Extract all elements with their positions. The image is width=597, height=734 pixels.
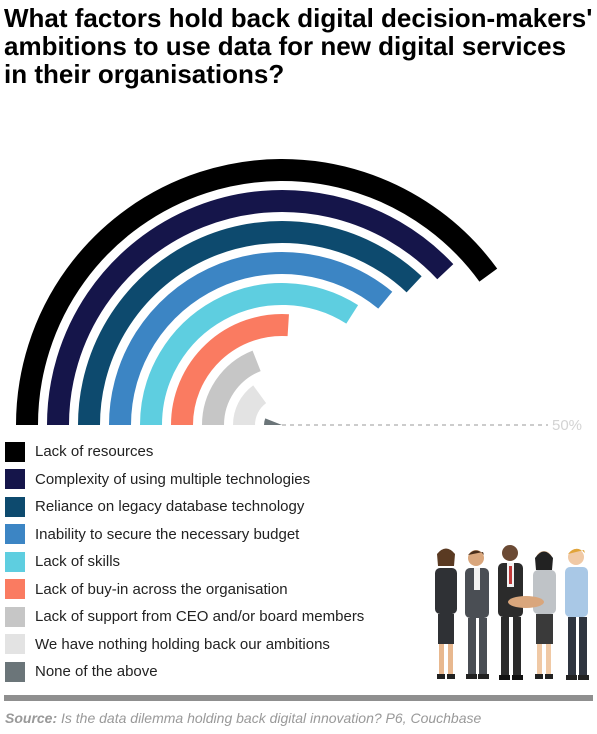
legend-label: Lack of skills: [35, 553, 121, 571]
legend-swatch: [5, 441, 25, 462]
legend-label: Lack of support from CEO and/or board me…: [35, 608, 365, 626]
legend-item: Lack of skills: [5, 548, 425, 576]
arc-lack-of-buy-in-across-the-organisation: [171, 314, 289, 426]
arc-complexity-of-using-multiple-technologies: [47, 190, 454, 426]
radial-bar-chart: 50%: [16, 159, 582, 434]
legend-item: None of the above: [5, 658, 425, 686]
arc-lack-of-support-from-ceo-and-or-board-members: [202, 350, 262, 426]
source-label: Source:: [5, 710, 58, 726]
arc-reliance-on-legacy-database-technology: [78, 221, 422, 426]
arc-inability-to-secure-the-necessary-budget: [109, 252, 393, 426]
arc-none-of-the-above: [264, 418, 282, 425]
legend-label: Inability to secure the necessary budget: [35, 525, 300, 543]
chart-title: What factors hold back digital decision-…: [4, 3, 593, 89]
legend-item: Inability to secure the necessary budget: [5, 521, 425, 549]
legend-swatch: [5, 661, 25, 682]
legend-swatch: [5, 606, 25, 627]
arc-lack-of-resources: [16, 159, 498, 426]
arc-we-have-nothing-holding-back-our-ambitions: [233, 385, 267, 426]
legend-label: Reliance on legacy database technology: [35, 498, 305, 516]
legend-swatch: [5, 579, 25, 600]
legend-item: Lack of buy-in across the organisation: [5, 576, 425, 604]
legend-swatch: [5, 496, 25, 517]
reference-label-50: 50%: [552, 417, 582, 434]
source-text: Is the data dilemma holding back digital…: [61, 710, 482, 726]
legend-item: Complexity of using multiple technologie…: [5, 466, 425, 494]
legend-item: Lack of resources: [5, 438, 425, 466]
legend-item: Lack of support from CEO and/or board me…: [5, 603, 425, 631]
chart-legend: Lack of resources Complexity of using mul…: [5, 438, 425, 686]
legend-label: Lack of resources: [35, 443, 154, 461]
legend-swatch: [5, 524, 25, 545]
legend-label: We have nothing holding back our ambitio…: [35, 635, 330, 653]
legend-label: Lack of buy-in across the organisation: [35, 580, 288, 598]
source-note: Source: Is the data dilemma holding back…: [5, 710, 595, 726]
legend-label: None of the above: [35, 663, 158, 681]
legend-swatch: [5, 634, 25, 655]
business-people-illustration: [435, 545, 589, 680]
arc-lack-of-skills: [140, 283, 359, 426]
legend-label: Complexity of using multiple technologie…: [35, 470, 311, 488]
legend-item: Reliance on legacy database technology: [5, 493, 425, 521]
legend-swatch: [5, 551, 25, 572]
arcs-group: [16, 159, 498, 426]
legend-swatch: [5, 469, 25, 490]
source-divider: [4, 695, 593, 701]
legend-item: We have nothing holding back our ambitio…: [5, 631, 425, 659]
